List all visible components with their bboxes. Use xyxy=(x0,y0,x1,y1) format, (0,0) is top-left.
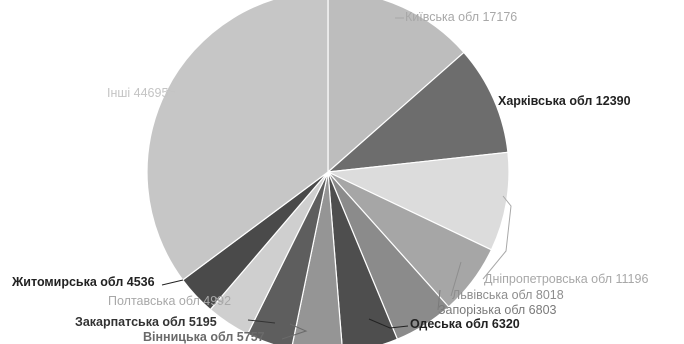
slice-label-3: Дніпропетровська обл 11196 xyxy=(484,272,648,286)
leader-line-5 xyxy=(437,289,441,311)
slice-label-5: Запорізька обл 6803 xyxy=(438,303,557,317)
leader-line-7 xyxy=(281,323,308,340)
slice-label-7: Вінницька обл 5757 xyxy=(143,330,265,344)
slice-label-6: Одеська обл 6320 xyxy=(410,317,520,331)
slice-labels: Київська обл 17176 Харківська обл 12390 Дн… xyxy=(11,10,648,344)
slice-label-4: Львівська обл 8018 xyxy=(452,288,564,302)
leader-line-6 xyxy=(368,318,409,329)
pie-slice-3 xyxy=(325,151,510,251)
pie-slice-2 xyxy=(326,51,509,173)
leader-line-11 xyxy=(165,89,176,93)
leader-lines xyxy=(161,17,512,340)
slice-label-10: Житомирська обл 4536 xyxy=(11,275,155,289)
slice-label-9: Полтавська обл 4992 xyxy=(108,294,231,308)
pie-slice-11 xyxy=(146,0,329,281)
pie-slice-6 xyxy=(327,171,399,344)
slice-label-1: Київська обл 17176 xyxy=(405,10,517,24)
pie-slices xyxy=(146,0,510,344)
slice-label-2: Харківська обл 12390 xyxy=(498,94,631,108)
leader-line-9 xyxy=(214,296,224,304)
pie-slice-1 xyxy=(327,0,465,174)
slice-label-11: Інші 44695 xyxy=(107,86,168,100)
leader-line-3 xyxy=(482,195,512,280)
leader-line-4 xyxy=(450,261,462,297)
slice-label-8: Закарпатська обл 5195 xyxy=(75,315,217,329)
leader-line-10 xyxy=(161,279,184,286)
leader-line-8 xyxy=(247,319,276,324)
pie-slice-7 xyxy=(291,171,343,344)
